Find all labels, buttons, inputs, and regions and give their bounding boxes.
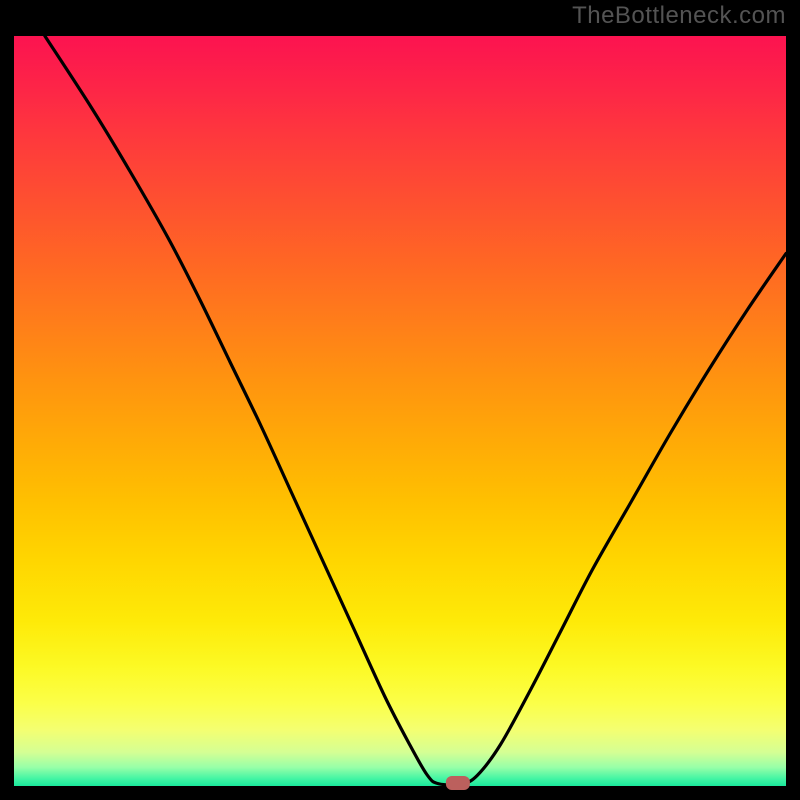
optimum-marker	[446, 776, 470, 790]
plot-background	[14, 36, 786, 786]
figure-container: TheBottleneck.com	[0, 0, 800, 800]
bottleneck-chart	[0, 0, 800, 800]
